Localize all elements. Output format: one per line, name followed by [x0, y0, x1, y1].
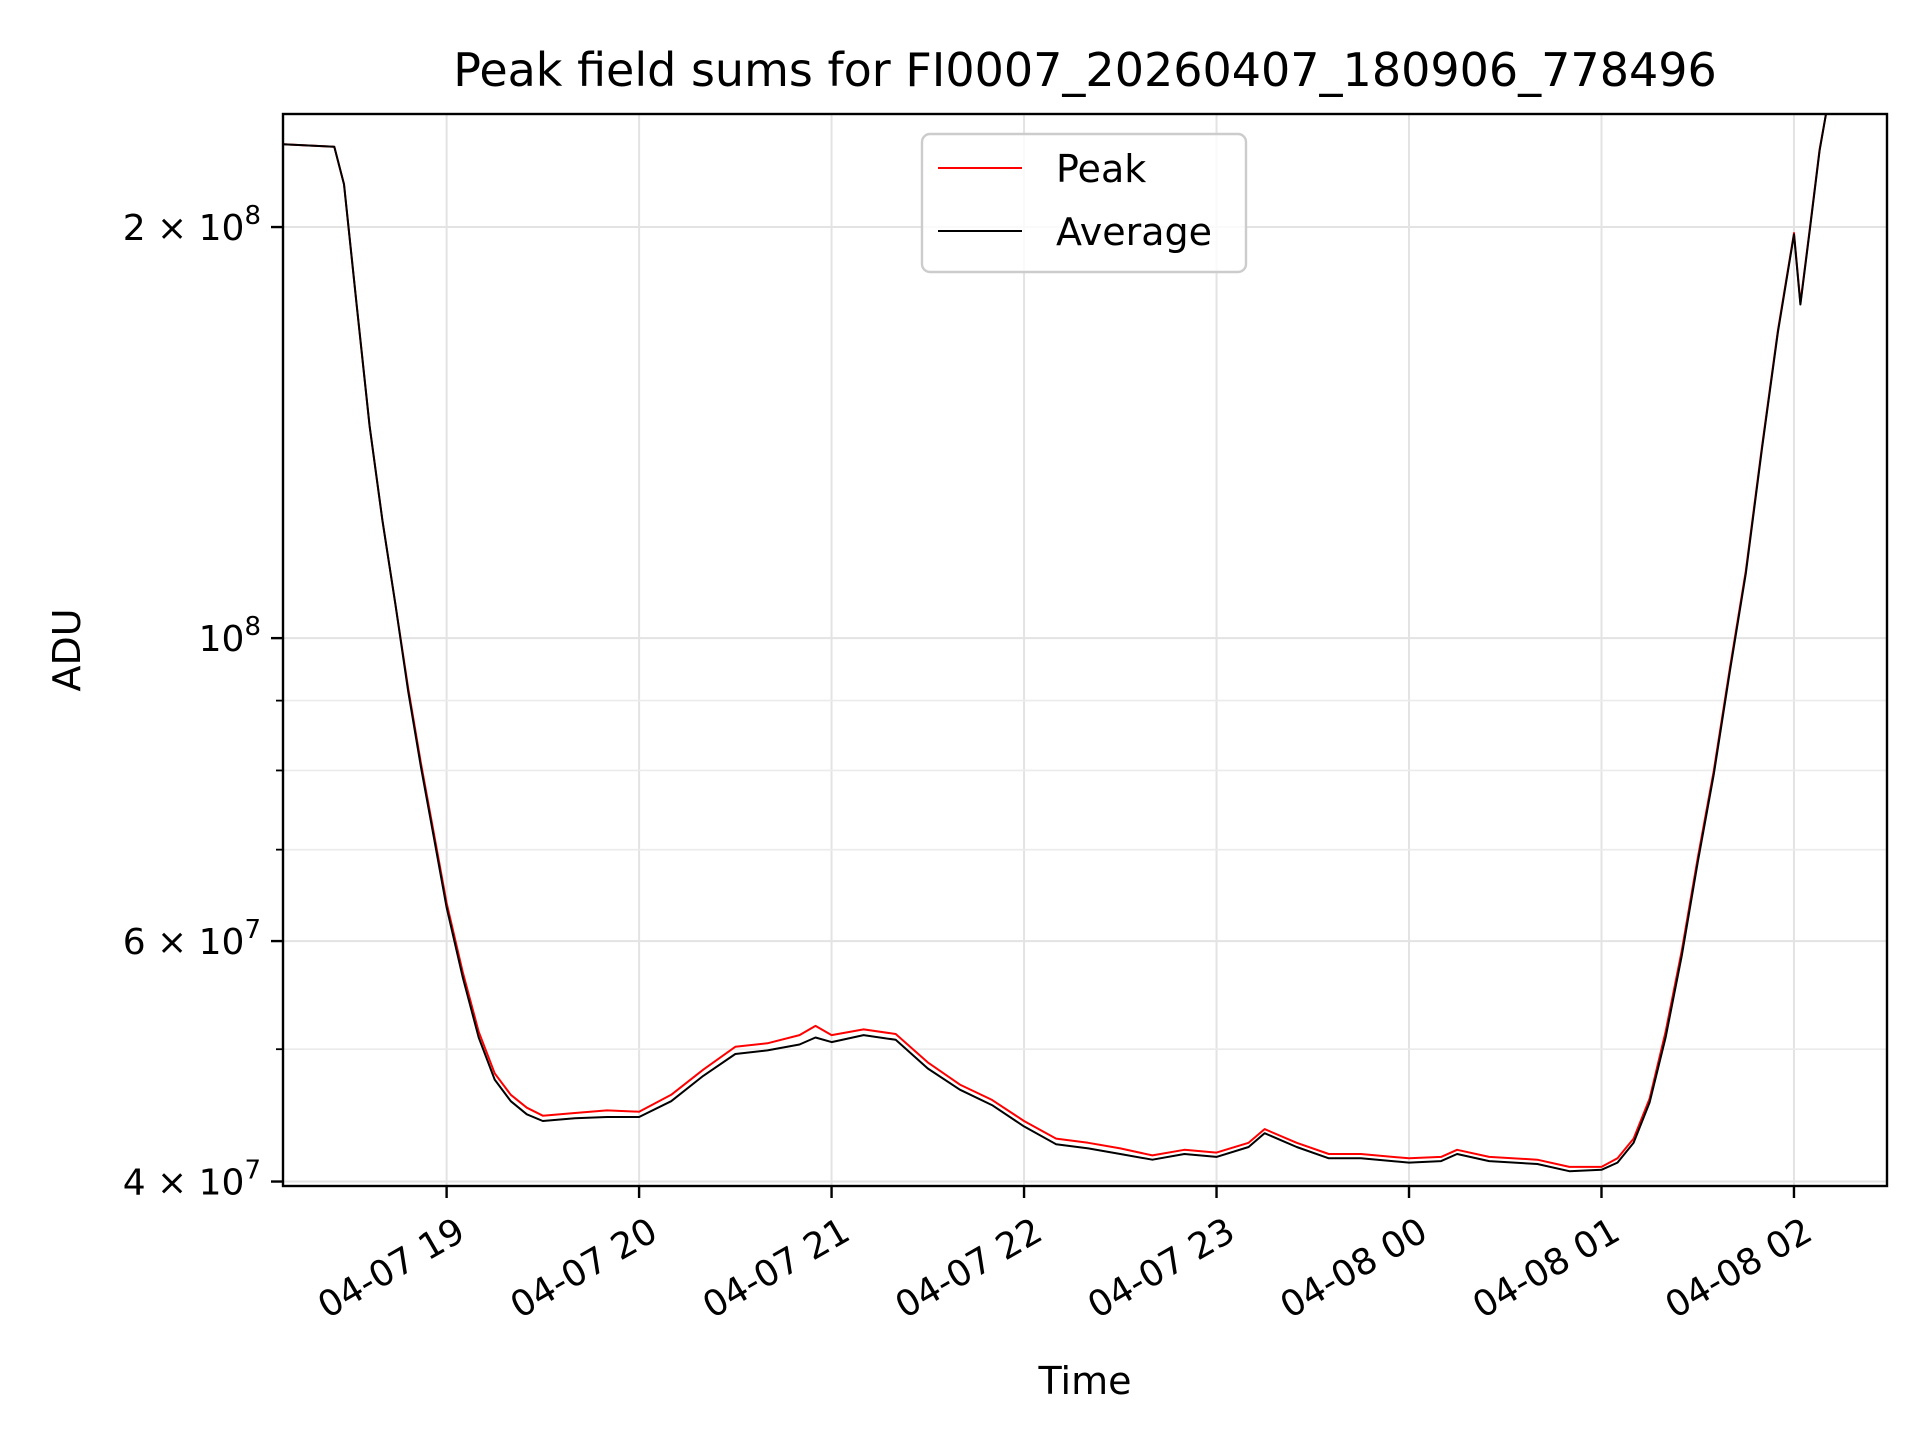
y-tick-times: × 10 [146, 208, 245, 249]
x-tick-label: 04-07 19 [311, 1210, 472, 1326]
x-tick-label: 04-07 21 [696, 1210, 857, 1326]
y-tick-label: 108 [199, 612, 261, 660]
x-tick-label: 04-07 22 [889, 1210, 1050, 1326]
legend-label-peak: Peak [1056, 147, 1146, 191]
y-tick-mantissa: 4 [123, 1163, 146, 1204]
y-tick-times: × 10 [146, 922, 245, 963]
series-line-average [283, 114, 1827, 1173]
x-tick-label: 04-07 23 [1081, 1210, 1242, 1326]
chart-title: Peak field sums for FI0007_20260407_1809… [453, 43, 1717, 97]
y-tick-label: 4 × 107 [123, 1156, 261, 1204]
legend-label-average: Average [1056, 210, 1212, 254]
legend: Peak Average [920, 132, 1248, 274]
y-tick-mantissa: 2 [123, 208, 146, 249]
plot-series [283, 114, 1827, 1173]
x-tick-label: 04-08 02 [1659, 1210, 1820, 1326]
y-tick-times: × 10 [146, 1163, 245, 1204]
x-tick-label: 04-07 20 [504, 1210, 665, 1326]
y-tick-base: 10 [199, 619, 245, 660]
grid-lines [283, 114, 1887, 1186]
x-axis-ticks: 04-07 19 04-07 20 04-07 21 04-07 22 04-07 23… [311, 1186, 1819, 1327]
y-axis-label: ADU [45, 608, 89, 691]
y-tick-exponent: 7 [244, 915, 261, 945]
x-tick-label: 04-08 00 [1274, 1210, 1435, 1326]
x-tick-label: 04-08 01 [1466, 1210, 1627, 1326]
y-tick-label: 6 × 107 [123, 915, 261, 963]
y-tick-exponent: 7 [244, 1156, 261, 1186]
plot-frame [281, 112, 1889, 1188]
y-tick-mantissa: 6 [123, 922, 146, 963]
x-axis-label: Time [1038, 1359, 1132, 1403]
y-tick-exponent: 8 [244, 612, 261, 642]
y-tick-exponent: 8 [244, 201, 261, 231]
y-tick-label: 2 × 108 [123, 201, 261, 249]
